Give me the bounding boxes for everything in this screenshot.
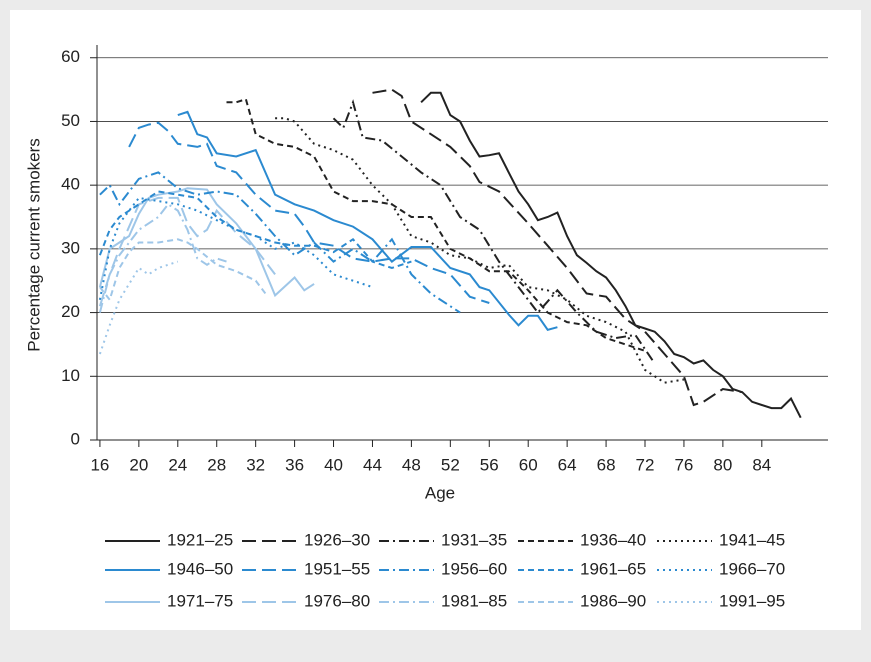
x-tick-label: 40	[324, 455, 343, 474]
series-line	[128, 121, 490, 304]
series-line	[99, 171, 461, 314]
x-axis-label: Age	[425, 483, 455, 502]
series-line	[98, 202, 227, 313]
x-tick-label: 80	[713, 455, 732, 474]
x-tick-label: 64	[558, 455, 577, 474]
legend-label: 1966–70	[719, 559, 785, 578]
x-tick-label: 36	[285, 455, 304, 474]
y-tick-label: 60	[61, 47, 80, 66]
legend-label: 1926–30	[304, 530, 370, 549]
y-axis-label: Percentage current smokers	[24, 138, 43, 352]
legend-label: 1986–90	[580, 591, 646, 610]
panel	[10, 10, 861, 630]
series-line	[98, 196, 276, 307]
x-tick-label: 20	[129, 455, 148, 474]
x-tick-label: 56	[480, 455, 499, 474]
series-line	[420, 91, 802, 419]
legend-label: 1961–65	[580, 559, 646, 578]
series-line	[177, 110, 558, 331]
series-line	[226, 97, 646, 352]
legend-label: 1981–85	[441, 591, 507, 610]
x-tick-label: 16	[90, 455, 109, 474]
y-tick-label: 20	[61, 302, 80, 321]
y-tick-label: 40	[61, 175, 80, 194]
y-tick-label: 50	[61, 111, 80, 130]
legend-label: 1941–45	[719, 530, 785, 549]
x-tick-label: 68	[597, 455, 616, 474]
legend-label: 1976–80	[304, 591, 370, 610]
x-tick-label: 60	[519, 455, 538, 474]
y-tick-label: 0	[71, 429, 80, 448]
x-tick-label: 52	[441, 455, 460, 474]
series-line	[99, 238, 267, 302]
series-line	[372, 88, 743, 407]
series-line	[98, 190, 412, 270]
legend-label: 1931–35	[441, 530, 507, 549]
series-line	[98, 187, 315, 298]
x-tick-label: 32	[246, 455, 265, 474]
x-tick-label: 84	[752, 455, 771, 474]
y-tick-label: 10	[61, 366, 80, 385]
y-tick-label: 30	[61, 238, 80, 257]
x-tick-label: 76	[674, 455, 693, 474]
legend-label: 1971–75	[167, 591, 233, 610]
legend-label: 1956–60	[441, 559, 507, 578]
x-tick-label: 72	[636, 455, 655, 474]
x-tick-label: 28	[207, 455, 226, 474]
legend-label: 1951–55	[304, 559, 370, 578]
x-tick-label: 24	[168, 455, 187, 474]
series-line	[98, 260, 179, 355]
x-tick-label: 44	[363, 455, 382, 474]
legend-label: 1936–40	[580, 530, 646, 549]
legend-label: 1991–95	[719, 591, 785, 610]
legend-label: 1921–25	[167, 530, 233, 549]
legend-label: 1946–50	[167, 559, 233, 578]
x-tick-label: 48	[402, 455, 421, 474]
